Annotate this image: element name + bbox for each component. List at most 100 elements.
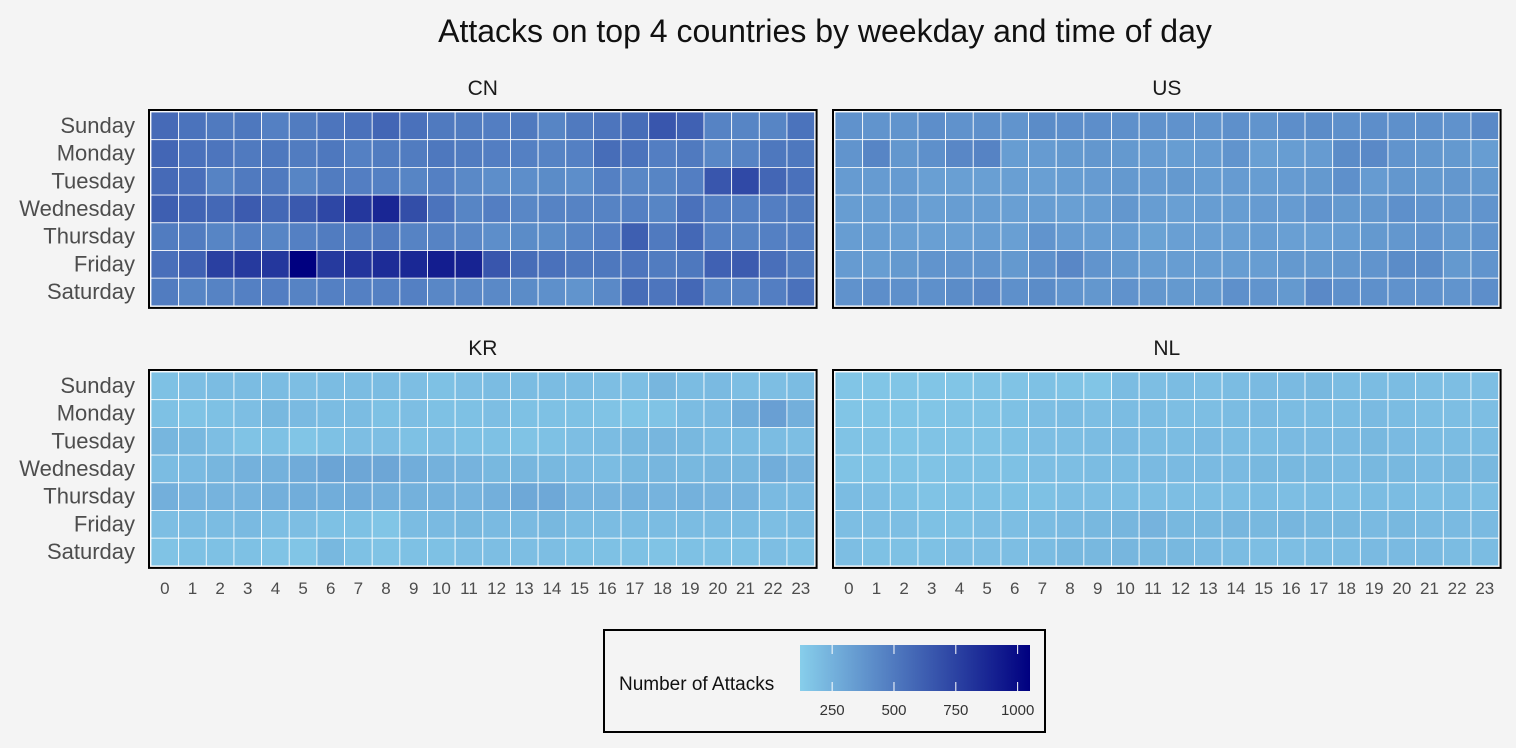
heatmap-cell xyxy=(917,111,947,141)
heatmap-cell xyxy=(1442,166,1472,196)
heatmap-cell xyxy=(1470,454,1499,484)
heatmap-cell xyxy=(834,166,864,196)
x-tick-label: 5 xyxy=(298,579,307,598)
heatmap-cell xyxy=(1028,399,1057,428)
heatmap-cell xyxy=(1138,399,1168,428)
x-tick-label: 6 xyxy=(1010,579,1019,598)
heatmap-cell xyxy=(786,482,816,511)
heatmap-cell xyxy=(758,399,788,428)
heatmap-cell xyxy=(1055,277,1085,307)
heatmap-cell xyxy=(454,250,484,279)
heatmap-cell xyxy=(537,454,567,484)
heatmap-cell xyxy=(427,166,456,196)
heatmap-cell xyxy=(510,482,539,511)
heatmap-cell xyxy=(1028,194,1057,224)
heatmap-cell xyxy=(205,454,235,484)
heatmap-cell xyxy=(889,166,919,196)
heatmap-cell xyxy=(1138,222,1168,251)
heatmap-cell xyxy=(344,454,373,484)
heatmap-cell xyxy=(1000,399,1029,428)
heatmap-cell xyxy=(1166,371,1195,401)
heatmap-cell xyxy=(834,510,864,539)
heatmap-cell xyxy=(1055,510,1085,539)
heatmap-cell xyxy=(1194,277,1223,307)
heatmap-cell xyxy=(1249,166,1278,196)
heatmap-cell xyxy=(972,277,1002,307)
heatmap-cell xyxy=(758,426,788,456)
heatmap-cell xyxy=(731,426,760,456)
heatmap-cell xyxy=(675,194,705,224)
heatmap-cell xyxy=(1028,482,1057,511)
heatmap-cell xyxy=(482,139,511,168)
heatmap-cell xyxy=(371,139,401,168)
heatmap-cell xyxy=(758,537,788,567)
heatmap-cell xyxy=(288,250,318,279)
heatmap-cell xyxy=(565,371,594,401)
heatmap-cell xyxy=(1249,371,1278,401)
heatmap-cell xyxy=(482,250,511,279)
heatmap-cell xyxy=(1277,111,1306,141)
heatmap-cell xyxy=(427,194,456,224)
heatmap-cell xyxy=(945,537,974,567)
heatmap-cell xyxy=(510,111,539,141)
heatmap-cell xyxy=(731,277,760,307)
heatmap-cell xyxy=(178,194,207,224)
heatmap-cell xyxy=(288,537,318,567)
heatmap-cell xyxy=(1387,277,1417,307)
heatmap-cell xyxy=(620,166,650,196)
x-tick-label: 14 xyxy=(1226,579,1245,598)
heatmap-cell xyxy=(675,510,705,539)
heatmap-cell xyxy=(537,250,567,279)
heatmap-cell xyxy=(731,371,760,401)
heatmap-cell xyxy=(150,482,180,511)
heatmap-cell xyxy=(233,371,262,401)
y-tick-label: Tuesday xyxy=(51,428,135,453)
heatmap-cell xyxy=(482,537,511,567)
heatmap-cell xyxy=(1194,166,1223,196)
heatmap-cell xyxy=(972,250,1002,279)
heatmap-cell xyxy=(1415,399,1444,428)
heatmap-cell xyxy=(399,371,428,401)
legend: Number of Attacks 250 500 750 1000 xyxy=(603,629,1046,733)
heatmap-cell xyxy=(482,277,511,307)
heatmap-cell xyxy=(565,426,594,456)
heatmap-cell xyxy=(1359,426,1389,456)
heatmap-cell xyxy=(834,454,864,484)
x-tick-label: 10 xyxy=(1116,579,1135,598)
heatmap-cell xyxy=(862,111,891,141)
heatmap-cell xyxy=(1359,454,1389,484)
heatmap-cell xyxy=(648,371,677,401)
heatmap-cell xyxy=(1304,426,1334,456)
heatmap-cell xyxy=(703,166,733,196)
heatmap-cell xyxy=(371,111,401,141)
heatmap-cell xyxy=(565,139,594,168)
heatmap-cell xyxy=(344,111,373,141)
heatmap-cell xyxy=(945,111,974,141)
heatmap-cell xyxy=(945,371,974,401)
y-tick-label: Thursday xyxy=(43,484,135,509)
x-tick-label: 3 xyxy=(927,579,936,598)
heatmap-cell xyxy=(945,510,974,539)
heatmap-cell xyxy=(261,510,290,539)
heatmap-cell xyxy=(786,399,816,428)
heatmap-cell xyxy=(758,250,788,279)
heatmap-cell xyxy=(834,111,864,141)
heatmap-cell xyxy=(1249,222,1278,251)
heatmap-cell xyxy=(454,111,484,141)
heatmap-cell xyxy=(1415,166,1444,196)
heatmap-cell xyxy=(510,250,539,279)
heatmap-cell xyxy=(1138,371,1168,401)
heatmap-cell xyxy=(233,222,262,251)
y-tick-label: Saturday xyxy=(47,539,135,564)
x-tick-label: 20 xyxy=(1392,579,1411,598)
heatmap-cell xyxy=(1332,371,1361,401)
facet-panel-us: US xyxy=(832,77,1502,309)
heatmap-cell xyxy=(482,454,511,484)
heatmap-cell xyxy=(1277,222,1306,251)
heatmap-cell xyxy=(1221,194,1251,224)
heatmap-cell xyxy=(261,166,290,196)
heatmap-cell xyxy=(1083,510,1112,539)
heatmap-cell xyxy=(1221,371,1251,401)
heatmap-cell xyxy=(316,399,345,428)
heatmap-cell xyxy=(834,482,864,511)
